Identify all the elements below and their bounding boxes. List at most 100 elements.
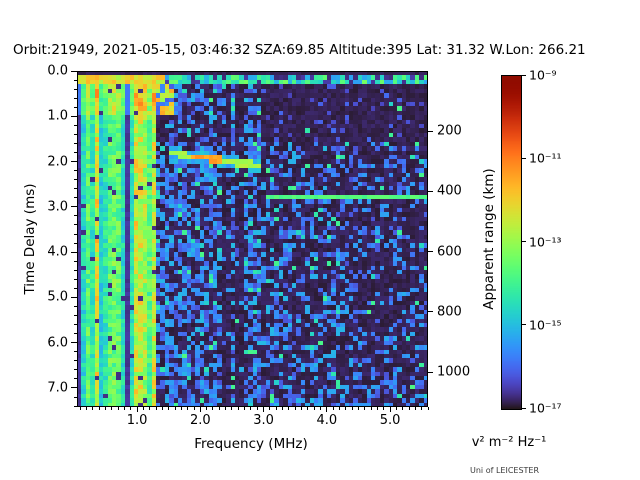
x-minor-tick <box>218 407 220 410</box>
x-minor-tick <box>98 407 100 410</box>
x-minor-tick <box>383 407 385 410</box>
x-minor-tick <box>370 407 372 410</box>
x-minor-tick <box>269 407 271 410</box>
colorbar-tick <box>522 407 526 409</box>
colorbar-tick <box>522 74 526 76</box>
y-minor-tick <box>74 405 77 407</box>
y-minor-tick <box>74 378 77 380</box>
x-minor-tick <box>231 407 233 410</box>
x-minor-tick <box>256 407 258 410</box>
x-major-tick <box>389 407 391 412</box>
x-minor-tick <box>376 407 378 410</box>
x-minor-tick <box>161 407 163 410</box>
x-major-tick <box>326 407 328 412</box>
y-minor-tick <box>74 305 77 307</box>
figure-title: Orbit:21949, 2021-05-15, 03:46:32 SZA:69… <box>13 42 586 58</box>
y-minor-tick <box>74 152 77 153</box>
y-minor-tick <box>74 88 77 90</box>
x-minor-tick <box>225 407 227 410</box>
x-minor-tick <box>250 407 252 410</box>
y-tick-label: 1.0 <box>47 108 68 124</box>
y-minor-tick <box>74 179 77 181</box>
y-minor-tick <box>74 188 77 190</box>
x-minor-tick <box>338 407 340 410</box>
y-minor-tick <box>74 242 77 244</box>
x-minor-tick <box>294 407 296 410</box>
x-tick-label: 2.0 <box>189 413 211 428</box>
x-minor-tick <box>427 407 429 410</box>
y-tick-label: 5.0 <box>47 289 68 305</box>
y-minor-tick <box>74 278 77 280</box>
x-minor-tick <box>130 407 132 410</box>
colorbar-tick-label: 10⁻¹⁵ <box>529 317 562 333</box>
y-minor-tick <box>74 224 77 226</box>
colorbar-tick-label: 10⁻⁹ <box>529 67 557 83</box>
x-minor-tick <box>155 407 157 410</box>
y-major-tick <box>71 251 77 253</box>
x-minor-tick <box>345 407 347 410</box>
y-minor-tick <box>74 106 77 108</box>
range-tick-label: 400 <box>437 183 462 199</box>
x-minor-tick <box>193 407 195 410</box>
x-minor-tick <box>206 407 208 410</box>
y-minor-tick <box>74 315 77 317</box>
y-minor-tick <box>74 360 77 362</box>
x-minor-tick <box>149 407 151 410</box>
y-minor-tick <box>74 260 77 262</box>
y-major-tick <box>71 342 77 344</box>
y-axis-title-right: Apparent range (km) <box>481 168 497 310</box>
range-tick <box>428 130 433 132</box>
y-minor-tick <box>74 215 77 217</box>
x-minor-tick <box>123 407 125 410</box>
y-axis-title-left: Time Delay (ms) <box>22 183 38 295</box>
x-minor-tick <box>237 407 239 410</box>
y-tick-label: 0.0 <box>47 63 68 79</box>
x-minor-tick <box>275 407 277 410</box>
range-tick <box>428 311 433 313</box>
x-minor-tick <box>92 407 94 410</box>
y-minor-tick <box>74 333 77 335</box>
y-minor-tick <box>74 287 77 289</box>
x-minor-tick <box>395 407 397 410</box>
x-minor-tick <box>187 407 189 410</box>
y-major-tick <box>71 387 77 389</box>
x-tick-label: 4.0 <box>316 413 338 428</box>
y-minor-tick <box>74 170 77 172</box>
x-minor-tick <box>79 407 81 410</box>
x-minor-tick <box>104 407 106 410</box>
y-tick-label: 7.0 <box>47 380 68 396</box>
watermark: Uni of LEICESTER <box>470 466 540 475</box>
y-minor-tick <box>74 369 77 371</box>
y-minor-tick <box>74 142 77 144</box>
x-minor-tick <box>319 407 321 410</box>
y-minor-tick <box>74 233 77 235</box>
x-minor-tick <box>402 407 404 410</box>
x-tick-label: 3.0 <box>253 413 274 428</box>
colorbar <box>501 75 522 410</box>
x-major-tick <box>263 407 265 412</box>
x-minor-tick <box>301 407 302 410</box>
y-major-tick <box>71 161 77 163</box>
y-major-tick <box>71 296 77 298</box>
range-tick <box>428 251 433 253</box>
plot-area <box>77 71 428 407</box>
colorbar-tick-label: 10⁻¹³ <box>529 234 562 249</box>
x-minor-tick <box>244 407 246 410</box>
colorbar-unit-label: v² m⁻² Hz⁻¹ <box>471 435 547 450</box>
y-minor-tick <box>74 79 77 81</box>
y-tick-label: 4.0 <box>47 244 68 260</box>
x-minor-tick <box>313 407 315 410</box>
y-major-tick <box>71 70 77 72</box>
range-tick-label: 1000 <box>437 364 471 380</box>
y-minor-tick <box>74 133 77 135</box>
x-minor-tick <box>282 407 284 410</box>
x-minor-tick <box>180 407 182 410</box>
x-axis-title: Frequency (MHz) <box>194 436 308 452</box>
colorbar-tick-label: 10⁻¹⁷ <box>529 400 562 416</box>
x-minor-tick <box>212 407 214 410</box>
range-tick <box>428 190 433 192</box>
x-minor-tick <box>288 407 290 410</box>
y-minor-tick <box>74 197 77 199</box>
y-minor-tick <box>74 351 77 353</box>
